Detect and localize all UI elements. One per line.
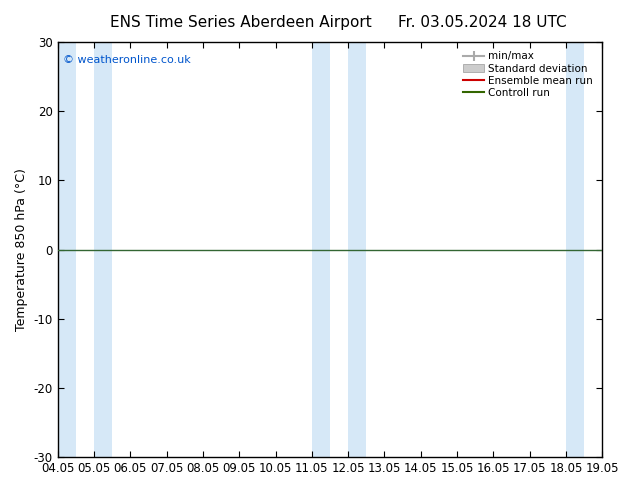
Text: Fr. 03.05.2024 18 UTC: Fr. 03.05.2024 18 UTC [398, 15, 566, 30]
Bar [94, 42, 112, 457]
Legend: min/max, Standard deviation, Ensemble mean run, Controll run: min/max, Standard deviation, Ensemble me… [459, 47, 597, 102]
Bar [58, 42, 76, 457]
Bar [348, 42, 366, 457]
Y-axis label: Temperature 850 hPa (°C): Temperature 850 hPa (°C) [15, 168, 28, 331]
Bar [312, 42, 330, 457]
Text: © weatheronline.co.uk: © weatheronline.co.uk [63, 54, 191, 65]
Bar [566, 42, 584, 457]
Text: ENS Time Series Aberdeen Airport: ENS Time Series Aberdeen Airport [110, 15, 372, 30]
